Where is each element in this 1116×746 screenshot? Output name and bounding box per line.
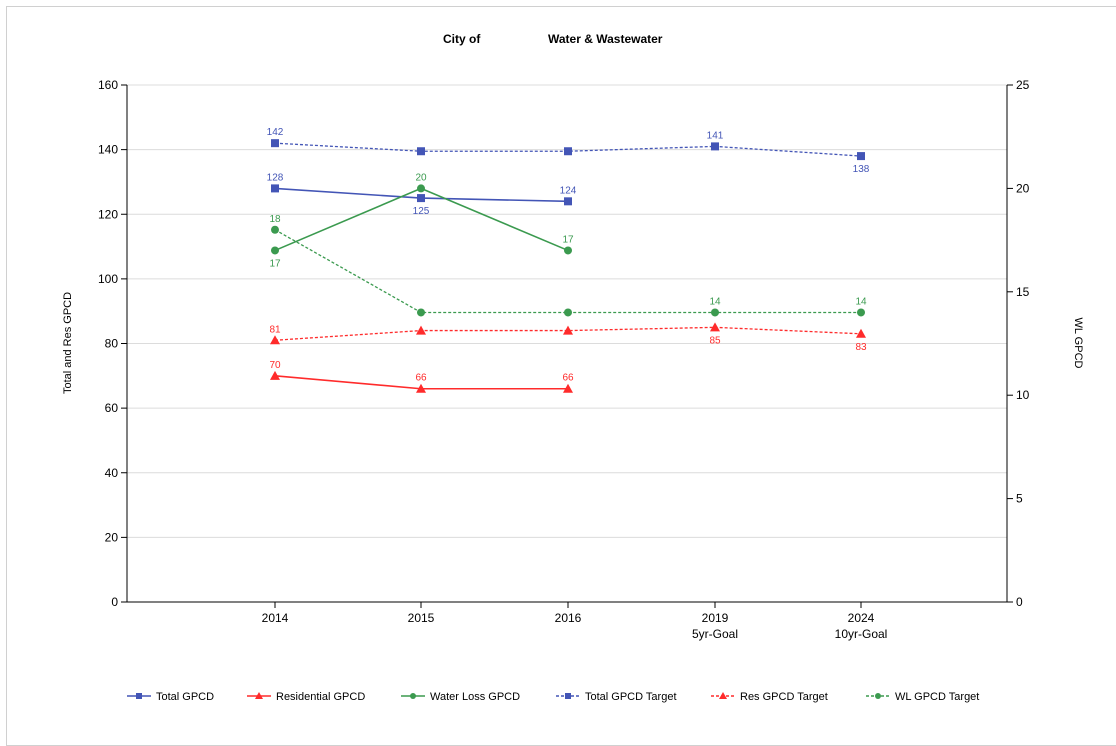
y-tick-label-left: 160 [98,78,118,92]
legend-marker-total-gpcd [136,693,142,699]
res-gpcd-target-point [563,325,573,335]
wl-gpcd-target-data-label: 14 [709,296,721,307]
legend-marker-total-gpcd-target [565,693,571,699]
y-tick-label-left: 0 [111,595,118,609]
residential-gpcd-data-label: 66 [415,373,427,384]
residential-gpcd-point [270,370,280,380]
legend-marker-wl-gpcd-target [875,693,881,699]
wl-gpcd-target-data-label: 18 [269,214,281,225]
total-gpcd-target-point [857,152,865,161]
y-tick-label-left: 20 [105,530,119,544]
legend-marker-res-gpcd-target [719,692,727,699]
total-gpcd-data-label: 128 [267,172,284,183]
legend-label-wl-gpcd-target: WL GPCD Target [895,691,979,703]
total-gpcd-point [271,184,279,193]
y-tick-label-right: 25 [1016,78,1030,92]
legend-label-residential-gpcd: Residential GPCD [276,691,365,703]
chart-title-part-1: City of [443,32,481,46]
total-gpcd-target-point [417,147,425,156]
total-gpcd-target-point [271,139,279,148]
y-tick-label-left: 80 [105,337,119,351]
legend-label-total-gpcd-target: Total GPCD Target [585,691,677,703]
y-tick-label-right: 15 [1016,285,1030,299]
res-gpcd-target-data-label: 85 [709,335,721,346]
residential-gpcd-data-label: 66 [562,373,574,384]
x-tick-label: 2019 [702,611,729,625]
res-gpcd-target-data-label: 81 [269,324,281,335]
y-tick-label-left: 140 [98,143,118,157]
water-loss-gpcd-data-label: 20 [415,172,427,183]
x-tick-sublabel: 10yr-Goal [835,627,888,641]
total-gpcd-point [417,194,425,203]
y-tick-label-left: 40 [105,466,119,480]
res-gpcd-target-point [416,325,426,335]
legend-label-res-gpcd-target: Res GPCD Target [740,691,828,703]
res-gpcd-target-data-label: 83 [855,342,867,353]
total-gpcd-data-label: 124 [560,185,577,196]
total-gpcd-point [564,197,572,206]
chart-title-part-2: Water & Wastewater [548,32,663,46]
total-gpcd-data-label: 125 [413,206,430,217]
x-tick-label: 2016 [555,611,582,625]
y-tick-label-right: 10 [1016,388,1030,402]
legend-marker-water-loss-gpcd [410,693,416,699]
total-gpcd-target-line [274,142,862,157]
wl-gpcd-target-point [857,308,865,317]
y-tick-label-right: 5 [1016,492,1023,506]
total-gpcd-target-point [564,147,572,156]
residential-gpcd-point [416,383,426,393]
y-tick-label-left: 120 [98,207,118,221]
wl-gpcd-target-point [417,308,425,317]
y-tick-label-right: 20 [1016,181,1030,195]
wl-gpcd-target-point [711,308,719,317]
x-tick-label: 2014 [262,611,289,625]
total-gpcd-target-data-label: 142 [267,127,284,138]
legend-label-total-gpcd: Total GPCD [156,691,214,703]
y-tick-label-right: 0 [1016,595,1023,609]
residential-gpcd-data-label: 70 [269,360,281,371]
water-loss-gpcd-data-label: 17 [269,258,281,269]
wl-gpcd-target-data-label: 14 [855,296,867,307]
x-tick-sublabel: 5yr-Goal [692,627,738,641]
legend-marker-residential-gpcd [255,692,263,699]
y-axis-left-title: Total and Res GPCD [62,292,74,394]
legend-label-water-loss-gpcd: Water Loss GPCD [430,691,520,703]
x-tick-label: 2024 [848,611,875,625]
residential-gpcd-point [563,383,573,393]
total-gpcd-target-point [711,142,719,151]
res-gpcd-target-point [856,328,866,338]
water-loss-gpcd-point [271,246,279,255]
total-gpcd-target-data-label: 138 [853,164,870,175]
total-gpcd-target-data-label: 141 [707,130,724,141]
res-gpcd-target-point [270,335,280,345]
res-gpcd-target-line [274,326,862,341]
water-loss-gpcd-point [564,246,572,255]
res-gpcd-target-point [710,322,720,332]
water-loss-gpcd-point [417,184,425,193]
wl-gpcd-target-line [274,229,861,314]
wl-gpcd-target-point [564,308,572,317]
wl-gpcd-target-point [271,225,279,234]
water-loss-gpcd-data-label: 17 [562,234,574,245]
y-axis-right-title: WL GPCD [1072,318,1084,369]
y-tick-label-left: 100 [98,272,118,286]
x-tick-label: 2015 [408,611,435,625]
y-tick-label-left: 60 [105,401,119,415]
